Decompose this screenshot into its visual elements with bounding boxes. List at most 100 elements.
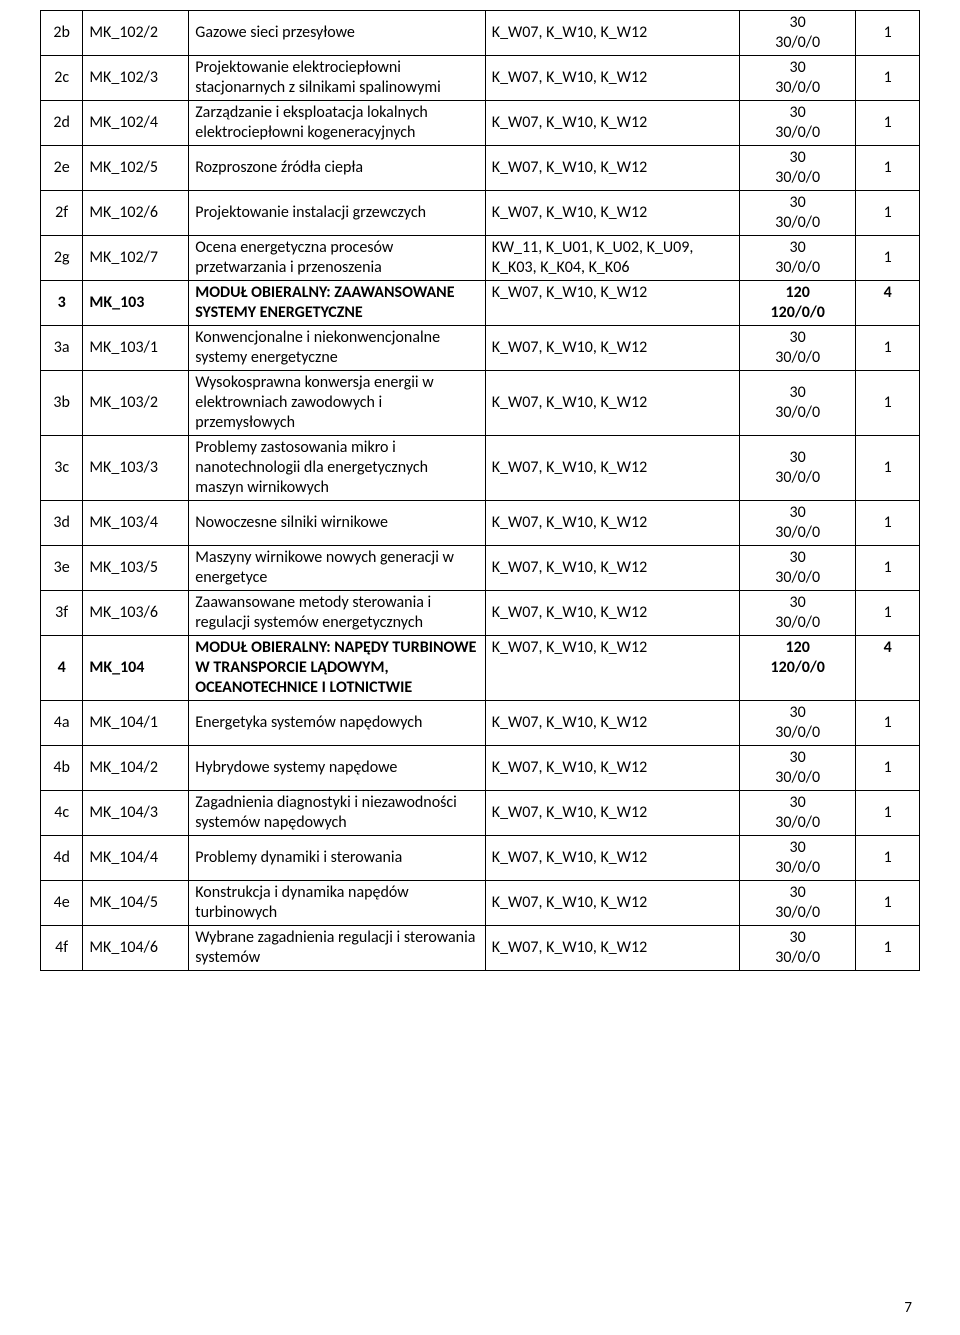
cell-effects: K_W07, K_W10, K_W12 (485, 881, 739, 926)
cell-code: MK_102/3 (83, 56, 189, 101)
cell-effects: K_W07, K_W10, K_W12 (485, 926, 739, 971)
cell-ects: 1 (856, 436, 920, 501)
cell-idx: 3f (41, 591, 83, 636)
cell-effects: K_W07, K_W10, K_W12 (485, 546, 739, 591)
hours-total: 30 (746, 838, 849, 858)
cell-ects: 1 (856, 591, 920, 636)
hours-breakdown: 30/0/0 (746, 123, 849, 143)
cell-name: Zagadnienia diagnostyki i niezawodności … (189, 791, 486, 836)
cell-hours: 3030/0/0 (739, 546, 855, 591)
hours-breakdown: 120/0/0 (746, 303, 849, 323)
page: 2bMK_102/2Gazowe sieci przesyłoweK_W07, … (0, 0, 960, 1335)
hours-total: 30 (746, 148, 849, 168)
table-row: 3fMK_103/6Zaawansowane metody sterowania… (41, 591, 920, 636)
hours-total: 30 (746, 748, 849, 768)
cell-name: Konstrukcja i dynamika napędów turbinowy… (189, 881, 486, 926)
hours-total: 30 (746, 193, 849, 213)
cell-idx: 4 (41, 636, 83, 701)
hours-breakdown: 30/0/0 (746, 723, 849, 743)
hours-breakdown: 30/0/0 (746, 858, 849, 878)
cell-hours: 120120/0/0 (739, 281, 855, 326)
cell-name: Zarządzanie i eksploatacja lokalnych ele… (189, 101, 486, 146)
cell-effects: K_W07, K_W10, K_W12 (485, 101, 739, 146)
cell-idx: 3d (41, 501, 83, 546)
cell-ects: 1 (856, 326, 920, 371)
hours-breakdown: 30/0/0 (746, 768, 849, 788)
hours-breakdown: 30/0/0 (746, 213, 849, 233)
hours-total: 30 (746, 103, 849, 123)
cell-effects: K_W07, K_W10, K_W12 (485, 436, 739, 501)
cell-idx: 2b (41, 11, 83, 56)
cell-hours: 3030/0/0 (739, 191, 855, 236)
table-row: 3aMK_103/1Konwencjonalne i niekonwencjon… (41, 326, 920, 371)
cell-code: MK_102/7 (83, 236, 189, 281)
cell-hours: 3030/0/0 (739, 371, 855, 436)
cell-hours: 3030/0/0 (739, 436, 855, 501)
cell-effects: K_W07, K_W10, K_W12 (485, 146, 739, 191)
cell-hours: 3030/0/0 (739, 501, 855, 546)
cell-code: MK_103 (83, 281, 189, 326)
cell-code: MK_104/5 (83, 881, 189, 926)
cell-name: Wysokosprawna konwersja energii w elektr… (189, 371, 486, 436)
cell-name: Nowoczesne silniki wirnikowe (189, 501, 486, 546)
cell-hours: 3030/0/0 (739, 881, 855, 926)
cell-ects: 1 (856, 701, 920, 746)
cell-idx: 3b (41, 371, 83, 436)
table-row: 3eMK_103/5Maszyny wirnikowe nowych gener… (41, 546, 920, 591)
hours-total: 30 (746, 383, 849, 403)
table-row: 4fMK_104/6Wybrane zagadnienia regulacji … (41, 926, 920, 971)
hours-breakdown: 30/0/0 (746, 613, 849, 633)
cell-ects: 1 (856, 836, 920, 881)
hours-total: 30 (746, 503, 849, 523)
hours-total: 30 (746, 58, 849, 78)
cell-ects: 1 (856, 146, 920, 191)
table-row: 4bMK_104/2Hybrydowe systemy napędoweK_W0… (41, 746, 920, 791)
cell-idx: 4c (41, 791, 83, 836)
hours-breakdown: 120/0/0 (746, 658, 849, 678)
cell-effects: K_W07, K_W10, K_W12 (485, 836, 739, 881)
cell-code: MK_104/3 (83, 791, 189, 836)
cell-idx: 2g (41, 236, 83, 281)
hours-breakdown: 30/0/0 (746, 258, 849, 278)
cell-effects: K_W07, K_W10, K_W12 (485, 591, 739, 636)
cell-name: Problemy zastosowania mikro i nanotechno… (189, 436, 486, 501)
cell-code: MK_104 (83, 636, 189, 701)
cell-idx: 4e (41, 881, 83, 926)
cell-effects: K_W07, K_W10, K_W12 (485, 191, 739, 236)
cell-name: Rozproszone źródła ciepła (189, 146, 486, 191)
cell-hours: 3030/0/0 (739, 326, 855, 371)
table-row: 2gMK_102/7Ocena energetyczna procesów pr… (41, 236, 920, 281)
cell-hours: 3030/0/0 (739, 146, 855, 191)
cell-hours: 3030/0/0 (739, 101, 855, 146)
cell-ects: 4 (856, 281, 920, 326)
cell-code: MK_104/1 (83, 701, 189, 746)
hours-breakdown: 30/0/0 (746, 903, 849, 923)
table-row: 2eMK_102/5Rozproszone źródła ciepłaK_W07… (41, 146, 920, 191)
table-row: 3bMK_103/2Wysokosprawna konwersja energi… (41, 371, 920, 436)
table-row: 2bMK_102/2Gazowe sieci przesyłoweK_W07, … (41, 11, 920, 56)
cell-ects: 1 (856, 791, 920, 836)
cell-hours: 3030/0/0 (739, 836, 855, 881)
cell-name: Wybrane zagadnienia regulacji i sterowan… (189, 926, 486, 971)
cell-idx: 3a (41, 326, 83, 371)
cell-effects: K_W07, K_W10, K_W12 (485, 501, 739, 546)
cell-name: Gazowe sieci przesyłowe (189, 11, 486, 56)
cell-code: MK_103/3 (83, 436, 189, 501)
cell-ects: 4 (856, 636, 920, 701)
cell-hours: 3030/0/0 (739, 236, 855, 281)
cell-name: Konwencjonalne i niekonwencjonalne syste… (189, 326, 486, 371)
cell-hours: 3030/0/0 (739, 591, 855, 636)
cell-effects: K_W07, K_W10, K_W12 (485, 11, 739, 56)
cell-code: MK_104/4 (83, 836, 189, 881)
cell-name: Zaawansowane metody sterowania i regulac… (189, 591, 486, 636)
hours-total: 30 (746, 548, 849, 568)
cell-effects: K_W07, K_W10, K_W12 (485, 746, 739, 791)
cell-ects: 1 (856, 56, 920, 101)
table-row: 3MK_103MODUŁ OBIERALNY: ZAAWANSOWANE SYS… (41, 281, 920, 326)
hours-total: 30 (746, 793, 849, 813)
table-row: 4cMK_104/3Zagadnienia diagnostyki i niez… (41, 791, 920, 836)
hours-total: 30 (746, 448, 849, 468)
cell-hours: 3030/0/0 (739, 11, 855, 56)
cell-code: MK_102/6 (83, 191, 189, 236)
hours-total: 30 (746, 928, 849, 948)
